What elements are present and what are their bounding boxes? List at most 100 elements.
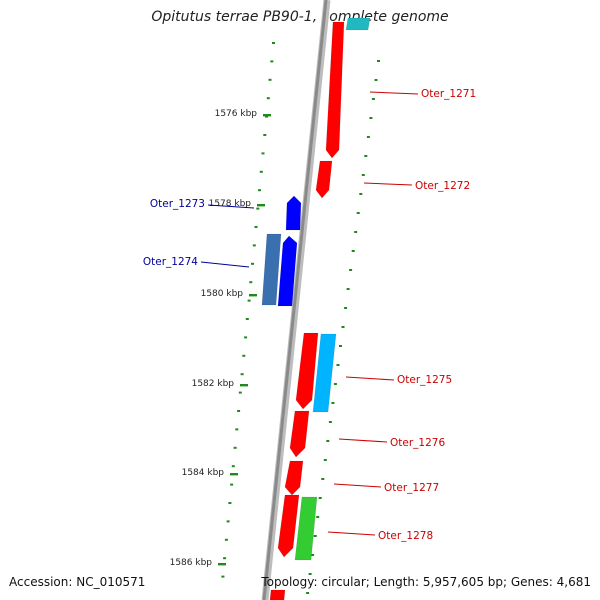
inner-ring-tick — [263, 134, 267, 136]
inner-ring-tick — [231, 465, 235, 468]
accession-text: Accession: NC_010571 — [9, 575, 146, 589]
outer-ring-tick — [366, 136, 370, 138]
gene-arrow-partial-top — [345, 17, 371, 31]
scale-tick — [218, 563, 226, 566]
outer-ring-tick — [364, 155, 368, 157]
gene-leader-line — [345, 376, 395, 381]
gene-arrow-oter-1271 — [325, 21, 345, 159]
inner-ring-tick — [265, 115, 268, 118]
inner-ring-tick — [224, 538, 228, 541]
gene-label-oter-1275: Oter_1275 — [397, 374, 452, 386]
outer-ring-tick — [326, 440, 330, 442]
inner-ring-tick — [237, 410, 241, 412]
scale-label: 1584 kbp — [182, 468, 225, 478]
inner-ring-tick — [272, 42, 275, 44]
outer-ring-tick — [371, 98, 375, 100]
scale-label: 1586 kbp — [170, 558, 213, 568]
outer-ring-tick — [354, 231, 358, 233]
inner-ring-tick — [223, 557, 227, 560]
outer-ring-tick — [328, 421, 332, 423]
inner-ring-tick — [226, 520, 230, 523]
outer-ring-tick — [374, 79, 378, 81]
outer-ring-tick — [349, 269, 353, 271]
outer-ring-tick — [313, 535, 317, 537]
gene-label-oter-1273: Oter_1273 — [150, 198, 205, 210]
inner-ring-tick — [261, 152, 265, 155]
inner-ring-tick — [242, 354, 246, 357]
gene-leader-line — [338, 438, 388, 443]
scale-tick — [240, 384, 248, 387]
inner-ring-tick — [245, 318, 249, 320]
gene-label-oter-1277: Oter_1277 — [384, 482, 439, 494]
inner-ring-tick — [268, 78, 272, 81]
outer-ring-tick — [316, 516, 320, 518]
inner-ring-tick — [233, 446, 237, 449]
gene-arrow-oter-1276 — [289, 410, 310, 458]
scale-label: 1576 kbp — [215, 109, 258, 119]
gene-arrow-oter-1278-green — [294, 496, 318, 561]
inner-ring-tick — [221, 575, 225, 578]
gene-leader-line — [207, 204, 255, 209]
gene-arrow-oter-1274-outer — [261, 233, 282, 306]
gene-leader-line — [333, 483, 382, 488]
inner-ring-tick — [254, 226, 258, 228]
gene-label-oter-1271: Oter_1271 — [421, 88, 476, 100]
inner-ring-tick — [270, 60, 274, 63]
inner-ring-tick — [251, 262, 254, 265]
outer-ring-tick — [377, 60, 380, 62]
inner-ring-tick — [266, 97, 270, 100]
gene-arrow-oter-1272 — [315, 160, 333, 199]
gene-arrow-partial-bottom — [269, 589, 286, 600]
scale-tick — [263, 114, 271, 117]
scale-tick — [257, 204, 265, 207]
outer-ring-tick — [351, 250, 355, 252]
gene-leader-line — [369, 91, 419, 95]
outer-ring-tick — [361, 174, 365, 176]
outer-ring-tick — [331, 402, 335, 404]
inner-ring-tick — [249, 281, 253, 284]
gene-label-oter-1278: Oter_1278 — [378, 530, 433, 542]
outer-ring-tick — [311, 554, 315, 556]
scale-label: 1578 kbp — [209, 199, 252, 209]
map-title: Opitutus terrae PB90-1, complete genome — [151, 9, 449, 25]
inner-ring-tick — [240, 373, 244, 376]
genome-summary-text: Topology: circular; Length: 5,957,605 bp… — [261, 575, 591, 589]
inner-ring-tick — [235, 428, 239, 431]
outer-ring-tick — [333, 383, 337, 385]
gene-label-oter-1272: Oter_1272 — [415, 180, 470, 192]
scale-label: 1580 kbp — [201, 289, 244, 299]
outer-ring-tick — [359, 193, 363, 195]
inner-ring-tick — [244, 336, 248, 339]
inner-ring-tick — [247, 299, 251, 302]
gene-arrow-oter-1275 — [295, 332, 319, 410]
inner-ring-tick — [259, 170, 263, 173]
outer-ring-tick — [318, 497, 322, 499]
gene-label-oter-1276: Oter_1276 — [390, 437, 445, 449]
outer-ring-tick — [308, 573, 312, 575]
scale-tick — [230, 473, 238, 476]
genome-backbone-core — [262, 0, 328, 600]
inner-ring-tick — [230, 483, 234, 486]
inner-ring-tick — [238, 391, 242, 394]
outer-ring-tick — [341, 326, 345, 328]
outer-ring-tick — [323, 459, 327, 461]
gene-arrow-oter-1277 — [284, 460, 304, 496]
outer-ring-tick — [346, 288, 350, 290]
gene-label-oter-1274: Oter_1274 — [143, 256, 198, 268]
outer-ring-tick — [339, 345, 342, 347]
outer-ring-tick — [356, 212, 360, 214]
outer-ring-tick — [336, 364, 340, 366]
gene-arrow-oter-1273 — [285, 195, 302, 231]
scale-label: 1582 kbp — [192, 379, 235, 389]
inner-ring-tick — [256, 207, 260, 210]
outer-ring-tick — [306, 592, 310, 594]
outer-ring-tick — [369, 117, 373, 119]
inner-ring-tick — [258, 189, 261, 192]
gene-arrow-oter-1275-cyan — [312, 333, 337, 413]
gene-arrow-oter-1278 — [277, 494, 300, 558]
gene-leader-line — [327, 531, 376, 536]
gene-arrow-oter-1274-inner — [277, 235, 298, 307]
scale-tick — [249, 294, 257, 297]
